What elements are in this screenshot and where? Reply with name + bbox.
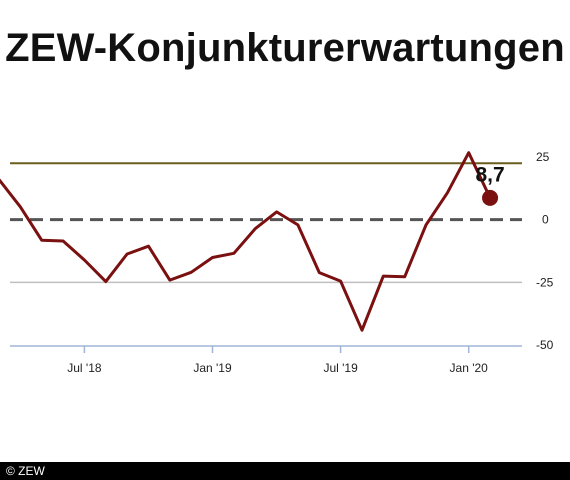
x-tick-label-3: Jan '20 [450, 361, 489, 375]
reference-lines [10, 162, 522, 222]
x-axis [10, 345, 522, 353]
x-tick-label-2: Jul '19 [323, 361, 358, 375]
y-tick-label-0: 25 [536, 150, 550, 164]
x-tick-label-0: Jul '18 [67, 361, 102, 375]
tick-labels: Jul '18 Jan '19 Jul '19 Jan '20 25 0 -25 -50 8,7 [67, 150, 553, 375]
copyright-text: © ZEW [6, 464, 45, 478]
latest-value-marker [482, 189, 499, 206]
y-tick-label-3: -50 [536, 338, 554, 352]
series-line [0, 151, 492, 332]
footer-bar: © ZEW [0, 462, 570, 480]
chart-title: ZEW-Konjunkturerwartungen [5, 26, 565, 70]
series [0, 151, 499, 332]
x-tick-label-1: Jan '19 [193, 361, 232, 375]
y-tick-label-2: -25 [536, 275, 554, 289]
y-tick-label-1: 0 [542, 213, 549, 227]
latest-value-label: 8,7 [475, 163, 504, 186]
chart: Jul '18 Jan '19 Jul '19 Jan '20 25 0 -25 -50 8,7 [0, 150, 554, 375]
